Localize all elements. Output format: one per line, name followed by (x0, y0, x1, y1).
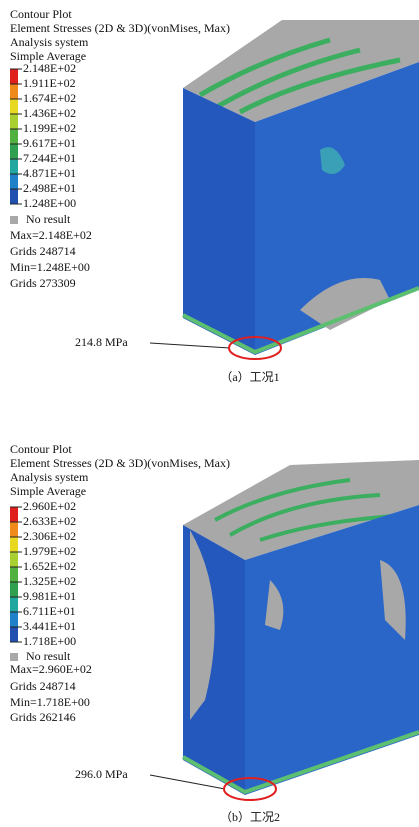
no-result-swatch (10, 653, 18, 661)
legend-swatch (10, 159, 18, 174)
header-line: Contour Plot (10, 7, 72, 21)
header-line: Simple Average (10, 484, 86, 498)
legend-swatch (10, 612, 18, 627)
no-result-swatch (10, 216, 18, 224)
header-line: Analysis system (10, 35, 89, 49)
legend-swatch (10, 597, 18, 612)
stat-line: Grids 248714 (10, 679, 76, 693)
stat-line: Min=1.248E+00 (10, 260, 90, 274)
legend-label: 4.871E+01 (23, 166, 76, 180)
legend-label: 2.306E+02 (23, 529, 76, 543)
legend-label: 1.652E+02 (23, 559, 76, 573)
legend-swatch (10, 114, 18, 129)
legend-label: 1.911E+02 (23, 76, 76, 90)
stat-line: Grids 262146 (10, 710, 76, 724)
stat-line: Max=2.960E+02 (10, 662, 92, 676)
caption: （a）工况1 (220, 370, 279, 384)
caption: （b）工况2 (220, 810, 280, 824)
legend-swatch (10, 174, 18, 189)
header-line: Element Stresses (2D & 3D)(vonMises, Max… (10, 456, 230, 470)
legend-label: 1.674E+02 (23, 91, 76, 105)
annotation: 214.8 MPa (75, 335, 128, 349)
legend-label: 9.617E+01 (23, 136, 76, 150)
legend-label: 2.498E+01 (23, 181, 76, 195)
header-line: Element Stresses (2D & 3D)(vonMises, Max… (10, 21, 230, 35)
legend-label: 2.633E+02 (23, 514, 76, 528)
no-result-label: No result (26, 212, 71, 226)
legend-label: 3.441E+01 (23, 619, 76, 633)
legend-swatch (10, 69, 18, 84)
header-line: Contour Plot (10, 442, 72, 456)
legend-label: 9.981E+01 (23, 589, 76, 603)
model-a (183, 20, 419, 355)
legend-swatch (10, 189, 18, 204)
stat-line: Max=2.148E+02 (10, 228, 92, 242)
legend-label: 6.711E+01 (23, 604, 76, 618)
stat-line: Grids 273309 (10, 276, 76, 290)
legend-label: 1.979E+02 (23, 544, 76, 558)
legend-swatch (10, 552, 18, 567)
legend-swatch (10, 507, 18, 522)
legend-swatch (10, 567, 18, 582)
figure: Contour PlotElement Stresses (2D & 3D)(v… (0, 0, 419, 827)
legend-label: 1.718E+00 (23, 634, 76, 648)
legend-swatch (10, 582, 18, 597)
legend-label: 1.325E+02 (23, 574, 76, 588)
left-face (183, 88, 255, 355)
legend-swatch (10, 627, 18, 642)
legend-swatch (10, 129, 18, 144)
header-line: Analysis system (10, 470, 89, 484)
leader-line (150, 343, 230, 348)
legend-label: 7.244E+01 (23, 151, 76, 165)
no-result-label: No result (26, 649, 71, 663)
legend-swatch (10, 84, 18, 99)
legend-swatch (10, 144, 18, 159)
legend-label: 2.960E+02 (23, 499, 76, 513)
legend-label: 1.199E+02 (23, 121, 76, 135)
legend-swatch (10, 522, 18, 537)
annotation: 296.0 MPa (75, 767, 128, 781)
legend-label: 1.248E+00 (23, 196, 76, 210)
legend-label: 1.436E+02 (23, 106, 76, 120)
stat-line: Min=1.718E+00 (10, 695, 90, 709)
legend-swatch (10, 99, 18, 114)
model-b (183, 460, 419, 795)
stat-line: Grids 248714 (10, 244, 76, 258)
legend-swatch (10, 537, 18, 552)
legend-label: 2.148E+02 (23, 61, 76, 75)
